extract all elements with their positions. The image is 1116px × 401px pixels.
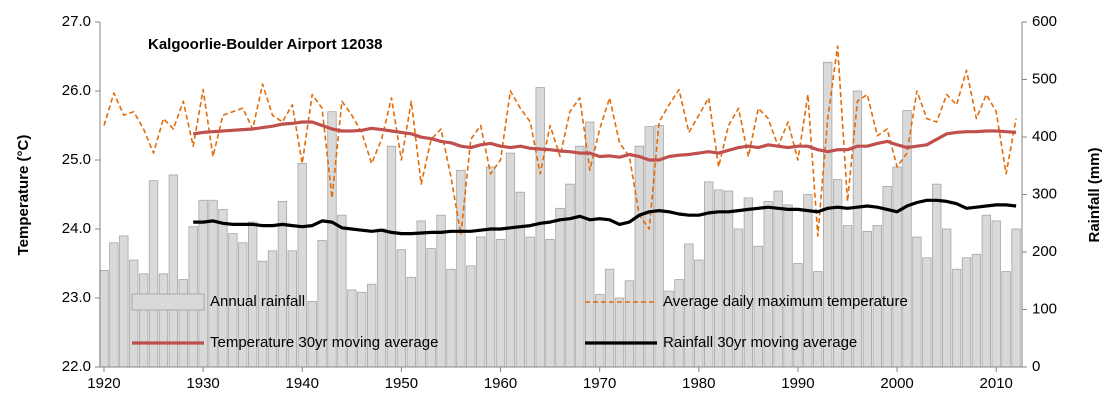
bar — [624, 280, 635, 368]
bar — [446, 268, 456, 368]
bar — [932, 183, 942, 368]
bar — [485, 166, 496, 368]
bar — [813, 271, 823, 368]
bar — [138, 273, 149, 368]
bar — [823, 61, 833, 368]
bar — [148, 180, 159, 368]
y2-tick-label: 0 — [1032, 358, 1040, 375]
bar — [991, 220, 1001, 368]
x-tick-label: 1930 — [186, 375, 219, 392]
x-tick-label: 1920 — [87, 375, 120, 392]
chart-title: Kalgoorlie-Boulder Airport 12038 — [148, 36, 383, 53]
legend-label: Rainfall 30yr moving average — [663, 334, 857, 351]
bar — [1011, 228, 1021, 368]
y-tick-label: 22.0 — [62, 358, 91, 375]
y2-tick-label: 500 — [1032, 70, 1057, 87]
bar — [575, 145, 585, 368]
x-tick-label: 2000 — [880, 375, 913, 392]
y2-tick-label: 200 — [1032, 243, 1057, 260]
bar — [545, 238, 555, 368]
bar — [327, 111, 337, 368]
line — [193, 198, 1017, 236]
bar — [971, 253, 982, 368]
bar — [257, 260, 268, 368]
bar — [119, 235, 129, 368]
bar — [406, 276, 416, 368]
legend-label: Average daily maximum temperature — [663, 293, 908, 310]
bar — [535, 87, 545, 368]
bar — [654, 125, 664, 368]
bar — [347, 289, 357, 368]
line — [192, 120, 1017, 162]
bar — [604, 268, 615, 368]
bar — [912, 236, 922, 368]
bar — [476, 236, 486, 368]
bar — [158, 273, 169, 368]
bar — [892, 166, 902, 368]
bar — [178, 279, 188, 368]
x-tick-label: 1970 — [583, 375, 616, 392]
bar — [555, 207, 565, 368]
bar — [99, 269, 109, 368]
y-tick-label: 26.0 — [62, 82, 91, 99]
y-tick-label: 24.0 — [62, 220, 91, 237]
bar — [129, 259, 139, 368]
bar — [922, 257, 932, 368]
bar — [1001, 271, 1011, 368]
bar — [366, 283, 377, 368]
y-tick-label: 25.0 — [62, 151, 91, 168]
legend-label: Temperature 30yr moving average — [210, 334, 438, 351]
x-tick-label: 1940 — [286, 375, 319, 392]
bar — [565, 183, 575, 368]
y2-tick-label: 100 — [1032, 300, 1057, 317]
bar — [634, 145, 644, 368]
bar — [505, 152, 516, 368]
y2-tick-label: 600 — [1032, 13, 1057, 30]
bar — [951, 268, 962, 368]
legend-swatch — [131, 293, 205, 311]
x-tick-label: 2010 — [980, 375, 1013, 392]
x-tick-label: 1960 — [484, 375, 517, 392]
bar — [495, 238, 506, 368]
bar — [585, 121, 595, 368]
bar — [961, 257, 972, 368]
x-tick-label: 1990 — [781, 375, 814, 392]
bar — [882, 186, 892, 368]
bar — [793, 263, 803, 368]
bar — [644, 126, 654, 368]
line — [103, 45, 1017, 237]
y2-axis-title: Rainfall (mm) — [1086, 147, 1103, 242]
x-tick-label: 1980 — [682, 375, 715, 392]
bar — [109, 242, 119, 368]
y-axis-title: Temperature (°C) — [15, 135, 32, 256]
bar — [614, 297, 625, 368]
bar — [357, 291, 367, 368]
bar — [595, 294, 605, 368]
bar — [466, 265, 476, 368]
bar — [515, 191, 526, 368]
y-tick-label: 27.0 — [62, 13, 91, 30]
bar — [168, 174, 179, 368]
bar — [941, 228, 952, 368]
y-tick-label: 23.0 — [62, 289, 91, 306]
bar — [981, 214, 991, 368]
legend-label: Annual rainfall — [210, 293, 305, 310]
x-tick-label: 1950 — [385, 375, 418, 392]
bar — [525, 236, 535, 368]
y2-tick-label: 300 — [1032, 185, 1057, 202]
y2-tick-label: 400 — [1032, 128, 1057, 145]
